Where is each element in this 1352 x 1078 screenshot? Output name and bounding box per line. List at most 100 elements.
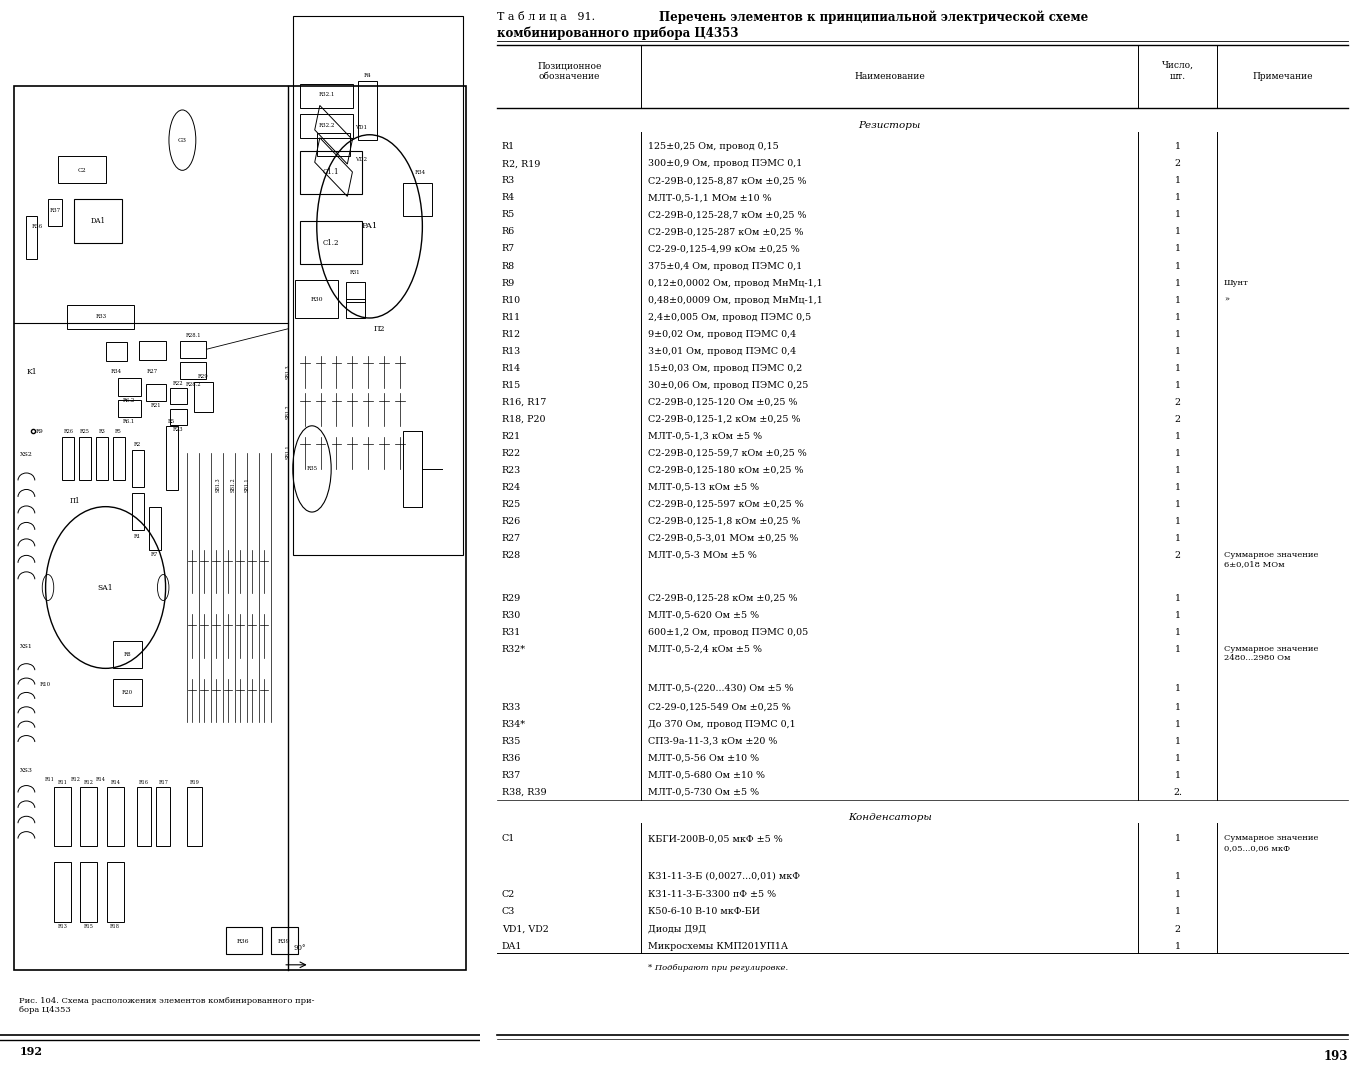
Text: Суммарное значение
2480...2980 Ом: Суммарное значение 2480...2980 Ом [1224,645,1318,662]
Text: SB1.3: SB1.3 [216,478,220,493]
Text: 1: 1 [1175,683,1180,693]
Bar [54,862,72,922]
Text: G3: G3 [178,138,187,142]
Text: R36: R36 [502,754,521,763]
Text: VD1, VD2: VD1, VD2 [502,925,549,934]
Bar [54,787,72,846]
Text: Примечание: Примечание [1252,72,1313,81]
Bar [137,787,151,846]
Text: МЛТ-0,5-680 Ом ±10 %: МЛТ-0,5-680 Ом ±10 % [648,771,765,779]
Text: R21: R21 [502,432,521,441]
Text: R8: R8 [123,652,131,657]
Text: R14: R14 [96,776,105,782]
Bar [49,199,62,226]
Text: 2: 2 [1175,398,1180,406]
Text: МЛТ-0,5-2,4 кОм ±5 %: МЛТ-0,5-2,4 кОм ±5 % [648,645,763,653]
Text: R37: R37 [502,771,521,779]
Text: 1: 1 [1175,500,1180,509]
Text: П1: П1 [69,497,80,506]
Text: R6.2: R6.2 [123,398,135,403]
Text: МЛТ-0,5-56 Ом ±10 %: МЛТ-0,5-56 Ом ±10 % [648,754,760,763]
Text: 1: 1 [1175,363,1180,373]
Bar [346,299,365,318]
Text: R28.2: R28.2 [185,382,201,387]
Text: VD2: VD2 [356,157,368,162]
Text: 2.: 2. [1174,788,1182,797]
Text: Перечень элементов к принципиальной электрической схеме: Перечень элементов к принципиальной элек… [658,11,1088,25]
Bar [107,787,124,846]
Bar [346,282,365,302]
Bar [139,341,165,360]
Text: R7: R7 [151,552,158,557]
Bar [58,156,105,183]
Text: R17: R17 [158,779,168,785]
Text: С2-29В-0,125-8,87 кОм ±0,25 %: С2-29В-0,125-8,87 кОм ±0,25 % [648,177,807,185]
Bar [112,679,142,706]
Text: С3: С3 [502,908,515,916]
Text: R23: R23 [173,427,184,432]
Text: 1: 1 [1175,448,1180,458]
Text: R27: R27 [502,534,521,543]
Bar [68,305,134,329]
Text: 1: 1 [1175,483,1180,492]
Text: МЛТ-0,5-3 МОм ±5 %: МЛТ-0,5-3 МОм ±5 % [648,551,757,561]
Text: С2-29-0,125-549 Ом ±0,25 %: С2-29-0,125-549 Ом ±0,25 % [648,703,791,711]
Text: 90°: 90° [293,944,306,952]
Text: 1: 1 [1175,330,1180,338]
Text: R21: R21 [150,403,161,409]
Bar [80,787,97,846]
Text: SB1.1: SB1.1 [285,444,291,459]
Bar [96,437,108,480]
Text: R29: R29 [199,374,208,379]
Bar [195,382,212,412]
Text: R34: R34 [111,369,122,374]
Text: 1: 1 [1175,262,1180,271]
Text: R19: R19 [189,779,199,785]
Text: С1.1: С1.1 [323,168,339,177]
Text: До 370 Ом, провод ПЭМС 0,1: До 370 Ом, провод ПЭМС 0,1 [648,720,796,729]
Text: С2-29В-0,125-287 кОм ±0,25 %: С2-29В-0,125-287 кОм ±0,25 % [648,227,803,236]
Bar [132,493,143,530]
Text: R28: R28 [502,551,521,561]
Text: R34*: R34* [502,720,526,729]
Text: R20: R20 [122,690,132,694]
Text: R25: R25 [502,500,521,509]
Text: К50-6-10 В-10 мкФ-БИ: К50-6-10 В-10 мкФ-БИ [648,908,760,916]
Text: Шунт: Шунт [1224,278,1249,287]
Text: R33: R33 [502,703,521,711]
Text: С2: С2 [502,890,515,899]
Text: R30: R30 [311,298,323,302]
Text: С1.2: С1.2 [323,238,339,247]
Text: R10: R10 [502,295,521,305]
Text: Диоды Д9Д: Диоды Д9Д [648,925,706,934]
Bar [403,431,422,507]
Text: R14: R14 [502,363,521,373]
Bar [187,787,201,846]
Text: R15: R15 [84,924,93,929]
Text: R29: R29 [502,594,521,603]
Text: 1: 1 [1175,295,1180,305]
Text: 0,12±0,0002 Ом, провод МнМц-1,1: 0,12±0,0002 Ом, провод МнМц-1,1 [648,278,823,288]
Text: R13: R13 [502,347,521,356]
Text: 192: 192 [19,1046,42,1056]
Text: 1: 1 [1175,347,1180,356]
Bar [315,106,353,164]
Text: Число,
шт.: Число, шт. [1161,61,1194,81]
Bar [146,384,165,401]
Bar [27,216,37,259]
Text: 1: 1 [1175,834,1180,843]
Text: R35: R35 [502,736,521,746]
Text: Микросхемы КМП201УП1А: Микросхемы КМП201УП1А [648,941,788,951]
Text: 1: 1 [1175,754,1180,763]
Text: R23: R23 [502,466,521,475]
Text: К31-11-3-Б-3300 пФ ±5 %: К31-11-3-Б-3300 пФ ±5 % [648,890,776,899]
Text: R16: R16 [139,779,149,785]
Text: Рис. 104. Схема расположения элементов комбинированного при-
бора Ц4353: Рис. 104. Схема расположения элементов к… [19,997,315,1014]
Bar [170,409,187,425]
Text: К31-11-3-Б (0,0027...0,01) мкФ: К31-11-3-Б (0,0027...0,01) мкФ [648,872,800,881]
Text: 1: 1 [1175,771,1180,779]
Text: R35: R35 [307,467,318,471]
Bar [105,342,127,361]
Text: R34: R34 [415,170,426,175]
Bar [300,84,353,108]
